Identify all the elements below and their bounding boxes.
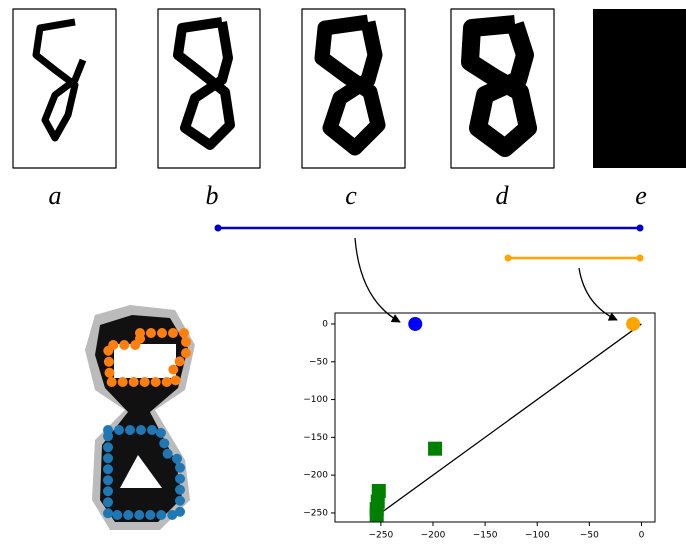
arrow — [578, 267, 618, 321]
point — [371, 484, 386, 499]
y-tick-label: −100 — [303, 395, 328, 405]
persistence-bars — [214, 224, 644, 262]
y-tick-label: −250 — [303, 508, 328, 518]
point — [369, 507, 384, 522]
panel-label: d — [496, 181, 510, 210]
panel-frame — [12, 8, 117, 169]
arrow — [354, 237, 401, 323]
panel-black — [593, 9, 686, 168]
x-tick-label: −250 — [368, 531, 393, 541]
bar-end — [636, 254, 644, 262]
panel-label: b — [206, 181, 219, 210]
panel-frame — [450, 8, 555, 169]
y-tick-label: −150 — [303, 433, 328, 443]
x-tick-label: −50 — [580, 531, 599, 541]
x-tick-label: −100 — [525, 531, 550, 541]
cycle-dots — [103, 425, 185, 520]
x-tick-label: −200 — [421, 531, 446, 541]
panel-frame — [157, 8, 261, 169]
digit-shape — [314, 14, 386, 156]
bar-end — [636, 224, 644, 232]
y-tick-label: −200 — [303, 471, 328, 481]
diagonal-line — [376, 323, 642, 517]
x-tick-label: 0 — [639, 531, 645, 541]
panel-label: a — [49, 181, 62, 210]
bar-end — [504, 254, 512, 262]
panel-label: e — [635, 181, 647, 210]
persistence-diagram: −250 −200 −150 −100 −50 0 0 −50 −100 −150 −200 −250 — [303, 316, 645, 541]
point — [428, 441, 443, 456]
panel-label: c — [345, 181, 357, 210]
point — [408, 316, 423, 331]
digit-panels — [12, 8, 686, 169]
y-tick-label: −50 — [309, 357, 328, 367]
digit-shape — [173, 17, 235, 150]
panel-frame — [301, 8, 406, 169]
panel-labels: a b c d e — [49, 181, 647, 210]
digit-shape — [32, 18, 87, 142]
digit-shape — [461, 15, 537, 157]
digit-image — [70, 300, 200, 545]
bar-end — [214, 224, 222, 232]
y-tick-label: 0 — [322, 319, 328, 329]
cycle-dots — [102, 328, 191, 387]
point — [626, 316, 641, 331]
x-tick-label: −150 — [473, 531, 498, 541]
plot-frame — [334, 312, 656, 523]
